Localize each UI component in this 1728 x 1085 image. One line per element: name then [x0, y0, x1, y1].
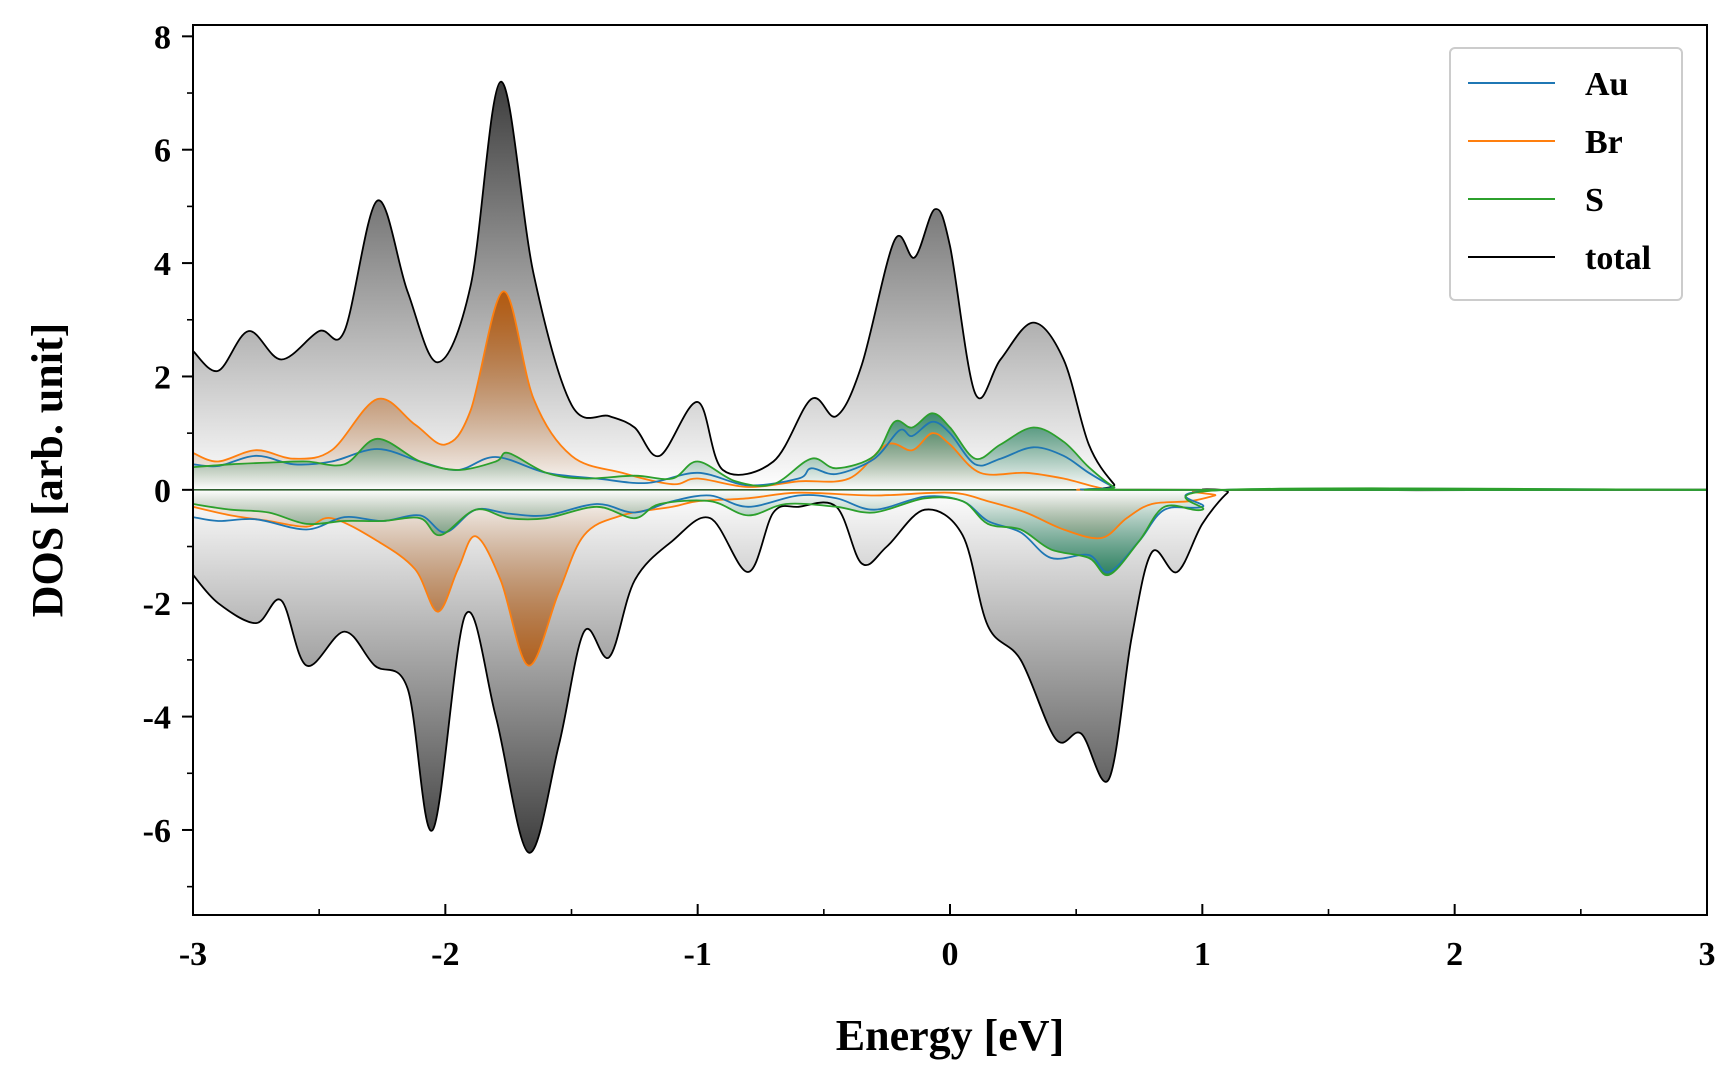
legend-label-total: total	[1585, 240, 1651, 277]
line-br-up	[193, 290, 1707, 491]
y-tick-label: 2	[154, 359, 171, 396]
legend-label-br: Br	[1585, 124, 1623, 161]
line-s-up	[193, 412, 1707, 491]
x-tick-label: 3	[1699, 936, 1716, 973]
x-tick-label: 2	[1446, 936, 1463, 973]
y-tick-label: -4	[143, 700, 171, 737]
fill-total-up	[193, 81, 1707, 491]
y-tick-label: 6	[154, 133, 171, 170]
y-tick-label: -2	[143, 586, 171, 623]
y-tick-label: -6	[143, 813, 171, 850]
x-tick-label: -2	[431, 936, 459, 973]
legend-box	[1449, 47, 1683, 301]
y-tick-label: 8	[154, 19, 171, 56]
line-s-down	[193, 487, 1707, 577]
series-lines	[193, 80, 1707, 854]
x-tick-label: -1	[684, 936, 712, 973]
fill-br-down	[193, 489, 1707, 666]
legend-label-au: Au	[1585, 66, 1628, 103]
line-au-up	[193, 420, 1707, 491]
x-tick-label: 0	[942, 936, 959, 973]
line-total-down	[193, 488, 1707, 854]
legend-label-s: S	[1585, 182, 1604, 219]
line-br-down	[193, 488, 1707, 667]
x-tick-label: 1	[1194, 936, 1211, 973]
line-total-up	[193, 80, 1707, 492]
y-tick-label: 4	[154, 246, 171, 283]
y-axis: -6 -4 -2 0 2 4 6 8	[143, 19, 193, 888]
x-axis: -3 -2 -1 0 1 2 3	[179, 904, 1716, 973]
x-tick-label: -3	[179, 936, 207, 973]
fill-s-up	[193, 413, 1707, 491]
fill-total-down	[193, 489, 1707, 853]
y-tick-label: 0	[154, 473, 171, 510]
x-axis-title: Energy [eV]	[836, 1011, 1065, 1060]
y-axis-title: DOS [arb. unit]	[23, 323, 72, 618]
